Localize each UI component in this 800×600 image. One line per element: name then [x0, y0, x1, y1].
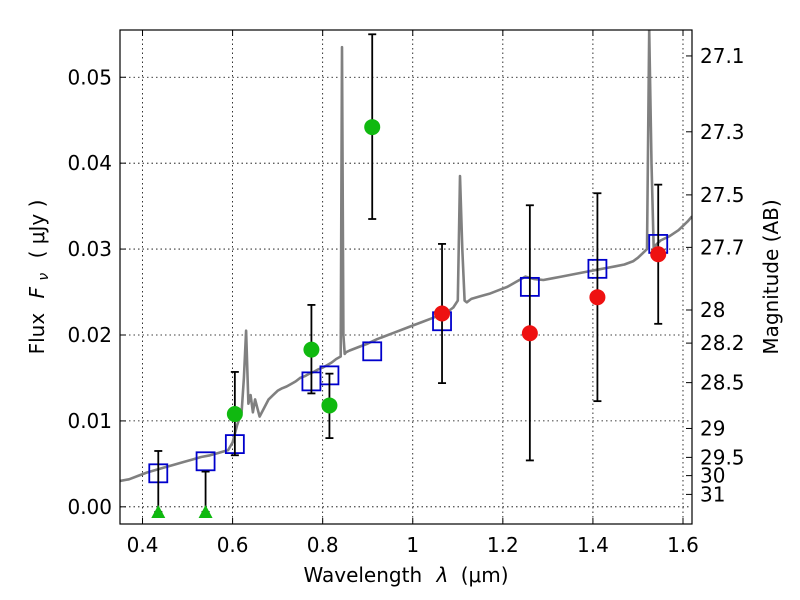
y2-tick-label: 28: [700, 298, 725, 322]
y2-tick-label: 28.5: [700, 371, 745, 395]
x-tick-label: 1.6: [667, 533, 699, 557]
x-axis-label: Wavelength λ (μm): [303, 563, 508, 587]
y2-tick-label: 29.5: [700, 445, 745, 469]
y2-tick-label: 27.1: [700, 44, 745, 68]
y-axis-label-unit: ( μJy ): [25, 200, 49, 259]
x-axis-label-text: Wavelength: [303, 563, 422, 587]
y2-tick-label: 27.7: [700, 235, 745, 259]
y2-axis-label: Magnitude (AB): [759, 199, 783, 354]
y-axis-label: Flux F ν ( μJy ): [25, 200, 53, 355]
grid: [120, 30, 692, 524]
data-layer: [120, 30, 692, 518]
y-tick-label: 0.04: [67, 151, 112, 175]
plot-frame: [119, 29, 693, 525]
upper-limit-triangle: [198, 504, 213, 518]
y-tick-label: 0.01: [67, 409, 112, 433]
model-photometry-square: [195, 451, 216, 472]
x-tick-label: 1: [406, 533, 419, 557]
x-tick-label: 1.2: [487, 533, 519, 557]
y-tick-label: 0.02: [67, 323, 112, 347]
y-axis-label-subscript: ν: [36, 273, 52, 281]
observed-point: [321, 397, 338, 414]
y2-tick-label: 29: [700, 416, 725, 440]
y-tick-label: 0.05: [67, 65, 112, 89]
observed-point: [434, 305, 451, 322]
y2-tick-label: 27.3: [700, 120, 745, 144]
y-axis-label-symbol: F: [25, 286, 49, 298]
x-axis-label-symbol: λ: [436, 563, 449, 587]
y-axis-label-text: Flux: [25, 313, 49, 355]
x-axis-label-unit: (μm): [461, 563, 509, 587]
y2-tick-label: 27.5: [700, 183, 745, 207]
x-tick-label: 0.4: [127, 533, 159, 557]
observed-point: [589, 289, 606, 306]
y2-tick-label: 31: [700, 482, 725, 506]
y-tick-label: 0.00: [67, 495, 112, 519]
ticks: 0.4 0.6 0.8 1 1.2 1.4 1.6 0.00 0.01 0.02 0.03 0.04 0…: [67, 30, 745, 557]
y-tick-label: 0.03: [67, 237, 112, 261]
observed-point: [364, 119, 381, 136]
upper-limit-triangle: [151, 504, 166, 518]
observed-point: [650, 246, 667, 263]
observed-point: [521, 325, 538, 342]
y2-tick-label: 30: [700, 464, 725, 488]
model-photometry-square: [362, 341, 383, 362]
x-tick-label: 0.6: [217, 533, 249, 557]
y2-tick-label: 28.2: [700, 331, 745, 355]
observed-point: [226, 406, 243, 423]
observed-point: [303, 341, 320, 358]
x-tick-label: 0.8: [307, 533, 339, 557]
x-tick-label: 1.4: [577, 533, 609, 557]
